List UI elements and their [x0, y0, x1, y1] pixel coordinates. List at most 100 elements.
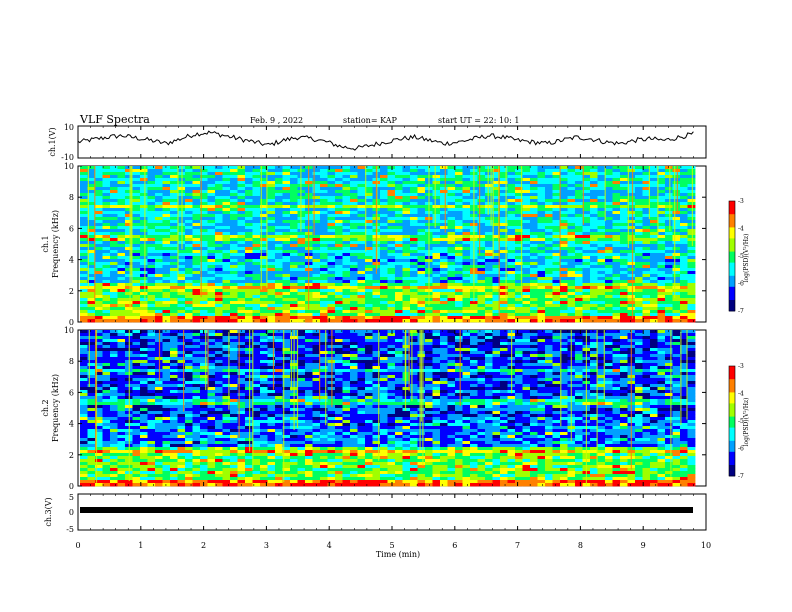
spectrogram-cell	[312, 310, 321, 314]
spectrogram-cell	[117, 283, 126, 287]
spectrogram-cell	[147, 190, 156, 194]
spectrogram-cell	[612, 244, 621, 248]
spectrogram-cell	[275, 172, 283, 176]
spectrogram-cell	[297, 298, 306, 302]
spectrogram-cell	[417, 211, 426, 215]
spectrogram-cell	[237, 304, 246, 308]
spectrogram-cell	[582, 250, 591, 254]
spectrogram-cell	[642, 342, 651, 346]
spectrogram-cell	[327, 199, 336, 203]
spectrogram-cell	[162, 205, 171, 209]
spectrogram-cell	[297, 313, 306, 317]
spectrogram-cell	[102, 226, 111, 230]
spectrogram-cell	[642, 262, 651, 266]
spectrogram-cell	[545, 217, 553, 221]
spectrogram-cell	[432, 286, 441, 290]
spectrogram-cell	[552, 199, 561, 203]
spectrogram-cell	[455, 265, 463, 269]
spectrogram-cell	[207, 226, 216, 230]
spectrogram-cell	[207, 169, 216, 173]
spectrogram-cell	[95, 190, 103, 194]
spectrogram-cell	[222, 235, 231, 239]
spectrogram-cell	[650, 238, 658, 242]
spectrogram-cell	[110, 223, 118, 227]
spectrogram-cell	[522, 304, 531, 308]
spectrogram-cell	[485, 199, 493, 203]
spectrogram-cell	[192, 229, 201, 233]
spectrogram-cell	[552, 223, 561, 227]
spectrogram-cell	[635, 256, 643, 260]
spectrogram-cell	[192, 342, 201, 346]
spectrogram-cell	[282, 166, 291, 170]
spectrogram-cell	[125, 241, 133, 245]
spectrogram-cell	[222, 342, 231, 346]
spectrogram-cell	[335, 342, 343, 346]
spectrogram-cell	[402, 232, 411, 236]
spectrogram-cell	[687, 193, 696, 197]
spectrogram-cell	[95, 292, 103, 296]
spectrogram-cell	[275, 274, 283, 278]
spectrogram-cell	[387, 289, 396, 293]
spectrogram-cell	[492, 166, 501, 170]
spectrogram-cell	[485, 238, 493, 242]
spectrogram-cell	[162, 172, 171, 176]
spectrogram-cell	[215, 274, 223, 278]
spectrogram-cell	[395, 220, 403, 224]
spectrogram-cell	[245, 229, 253, 233]
spectrogram-cell	[230, 342, 238, 346]
spectrogram-cell	[230, 205, 238, 209]
spectrogram-cell	[200, 202, 208, 206]
spectrogram-cell	[87, 351, 96, 355]
spectrogram-cell	[267, 295, 276, 299]
impulse-line	[181, 166, 183, 250]
spectrogram-cell	[140, 181, 148, 185]
spectrogram-cell	[222, 351, 231, 355]
spectrogram-cell	[192, 217, 201, 221]
spectrogram-cell	[230, 211, 238, 215]
spectrogram-cell	[327, 241, 336, 245]
spectrogram-cell	[492, 274, 501, 278]
spectrogram-cell	[147, 220, 156, 224]
spectrogram-cell	[410, 330, 418, 334]
spectrogram-cell	[275, 345, 283, 349]
spectrogram-cell	[417, 283, 426, 287]
spectrogram-cell	[492, 205, 501, 209]
spectrogram-cell	[80, 316, 88, 320]
spectrogram-cell	[507, 229, 516, 233]
spectrogram-cell	[320, 196, 328, 200]
spectrogram-cell	[597, 292, 606, 296]
spectrogram-cell	[642, 211, 651, 215]
spectrogram-cell	[357, 336, 366, 340]
spectrogram-cell	[140, 265, 148, 269]
spectrogram-cell	[170, 196, 178, 200]
spectrogram-cell	[155, 190, 163, 194]
spectrogram-cell	[500, 333, 508, 337]
spectrogram-cell	[515, 319, 523, 323]
spectrogram-cell	[545, 286, 553, 290]
spectrogram-cell	[447, 333, 456, 337]
spectrogram-cell	[597, 313, 606, 317]
spectrogram-cell	[567, 178, 576, 182]
spectrogram-cell	[485, 292, 493, 296]
spectrogram-cell	[215, 298, 223, 302]
spectrogram-cell	[155, 178, 163, 182]
spectrogram-cell	[522, 277, 531, 281]
spectrogram-cell	[395, 330, 403, 334]
spectrogram-cell	[342, 235, 351, 239]
spectrogram-cell	[290, 286, 298, 290]
spectrogram-cell	[222, 181, 231, 185]
spectrogram-cell	[80, 211, 88, 215]
spectrogram-cell	[342, 166, 351, 170]
spectrogram-cell	[597, 342, 606, 346]
spectrogram-cell	[507, 172, 516, 176]
spectrogram-cell	[575, 333, 583, 337]
spectrogram-cell	[312, 214, 321, 218]
y-tick-label: 0	[69, 318, 74, 327]
spectrogram-cell	[372, 277, 381, 281]
spectrogram-cell	[612, 336, 621, 340]
spectrogram-cell	[447, 310, 456, 314]
spectrogram-cell	[80, 232, 88, 236]
spectrogram-cell	[582, 223, 591, 227]
spectrogram-cell	[590, 330, 598, 334]
spectrogram-cell	[350, 166, 358, 170]
